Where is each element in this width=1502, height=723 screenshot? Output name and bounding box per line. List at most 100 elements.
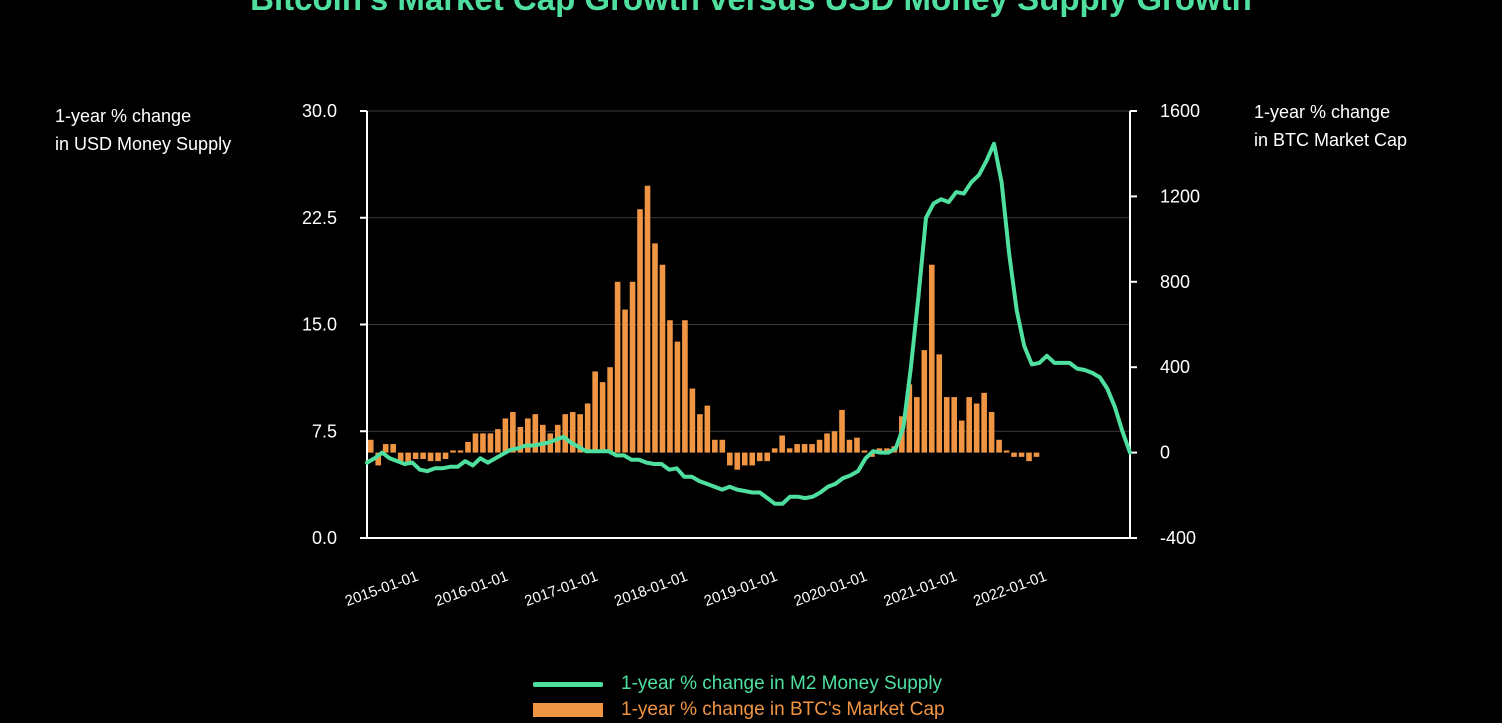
btc-bar [928,264,935,453]
btc-bar [667,320,673,453]
btc-bar [719,439,726,453]
x-tick-label: 2018-01-01 [612,568,690,610]
btc-bar [951,397,958,453]
right-tick-label: 800 [1160,272,1190,292]
btc-bar [734,452,741,470]
btc-bar [921,350,928,453]
btc-bar [988,412,995,453]
btc-bar [794,444,800,453]
left-tick-label: 22.5 [302,208,337,228]
btc-bar [1018,452,1025,457]
btc-bar [741,452,748,466]
btc-bar [502,418,509,453]
btc-bar [390,444,396,453]
right-tick-label: 1600 [1160,101,1200,121]
right-tick-label: 0 [1160,443,1170,463]
left-tick-label: 15.0 [302,315,337,335]
btc-bar [831,431,838,453]
btc-bar [382,444,389,453]
btc-bar [405,452,411,464]
btc-bar [525,418,531,453]
x-tick-label: 2016-01-01 [433,568,511,610]
chart-svg: 0.0 7.5 15.0 22.5 30.0 -400 0 400 800 1200 1600 201… [302,101,1200,610]
btc-bar [622,309,628,453]
left-tick-label: 0.0 [312,528,337,548]
btc-bar [1026,452,1032,462]
legend-bar-swatch [533,703,603,717]
legend-line-label: 1-year % change in M2 Money Supply [621,673,943,694]
legend: 1-year % change in M2 Money Supply 1-yea… [533,671,945,723]
x-tick-label: 2020-01-01 [792,568,870,610]
btc-bar [465,441,471,453]
legend-item-btc: 1-year % change in BTC's Market Cap [533,697,945,723]
btc-bar [659,264,666,453]
btc-bar [771,448,778,453]
btc-bar [697,414,703,453]
btc-bar [749,452,756,466]
btc-bar [487,433,494,453]
btc-bar [674,341,681,453]
btc-bar [846,439,853,453]
btc-bar [884,448,890,453]
x-tick-label: 2021-01-01 [881,568,959,610]
btc-bar [936,354,943,453]
btc-bar [1011,452,1017,457]
btc-bar [816,439,823,453]
x-tick-label: 2022-01-01 [971,568,1049,610]
btc-bar [517,426,524,453]
left-tick-label: 30.0 [302,101,337,121]
btc-bar [861,450,868,453]
btc-bar [779,435,785,453]
btc-bar [801,444,808,453]
right-tick-label: 1200 [1160,186,1200,206]
x-tick-label: 2019-01-01 [702,568,780,610]
legend-bar-label: 1-year % change in BTC's Market Cap [621,699,945,720]
btc-bar [644,185,651,453]
btc-bar [1003,450,1010,453]
btc-bar [569,412,576,453]
btc-bar [726,452,733,466]
left-axis-title-line1: 1-year % change [55,106,192,126]
btc-bar [958,420,965,453]
btc-bar [420,452,426,460]
btc-bar [704,405,711,453]
btc-bar [592,371,598,453]
btc-bar [450,450,456,453]
chart-title: Bitcoin's Market Cap Growth versus USD M… [0,0,1502,18]
btc-bar [412,452,419,460]
btc-bar [637,209,643,453]
btc-bar [824,433,830,453]
btc-bar [367,439,374,453]
btc-bar [495,429,501,453]
btc-bar [532,414,539,453]
btc-bar [973,403,980,453]
x-tick-label: 2017-01-01 [522,568,600,610]
btc-bar [375,452,382,466]
btc-bar [607,367,613,453]
btc-bar [682,320,688,453]
btc-bar [839,409,845,453]
legend-item-m2: 1-year % change in M2 Money Supply [533,671,945,697]
left-axis-title-line2: in USD Money Supply [55,134,232,154]
btc-bar [914,397,920,453]
btc-bar [427,452,434,462]
btc-bar [966,397,972,453]
btc-bar [442,452,449,460]
btc-bar [809,444,815,453]
btc-bar [854,437,860,453]
right-axis-title: 1-year % change in BTC Market Cap [1254,98,1407,154]
right-tick-label: 400 [1160,357,1190,377]
btc-bar [539,424,546,453]
btc-bar [943,397,950,453]
btc-bar [397,452,404,462]
btc-bar [756,452,763,462]
btc-bar [577,414,583,453]
right-axis-title-line1: 1-year % change [1254,102,1391,122]
btc-bar [764,452,771,462]
btc-bar [480,433,486,453]
btc-bar [472,433,479,453]
btc-bar [584,403,591,453]
btc-bar [614,281,621,453]
left-axis-title: 1-year % change in USD Money Supply [55,102,231,158]
btc-bar [981,392,987,453]
